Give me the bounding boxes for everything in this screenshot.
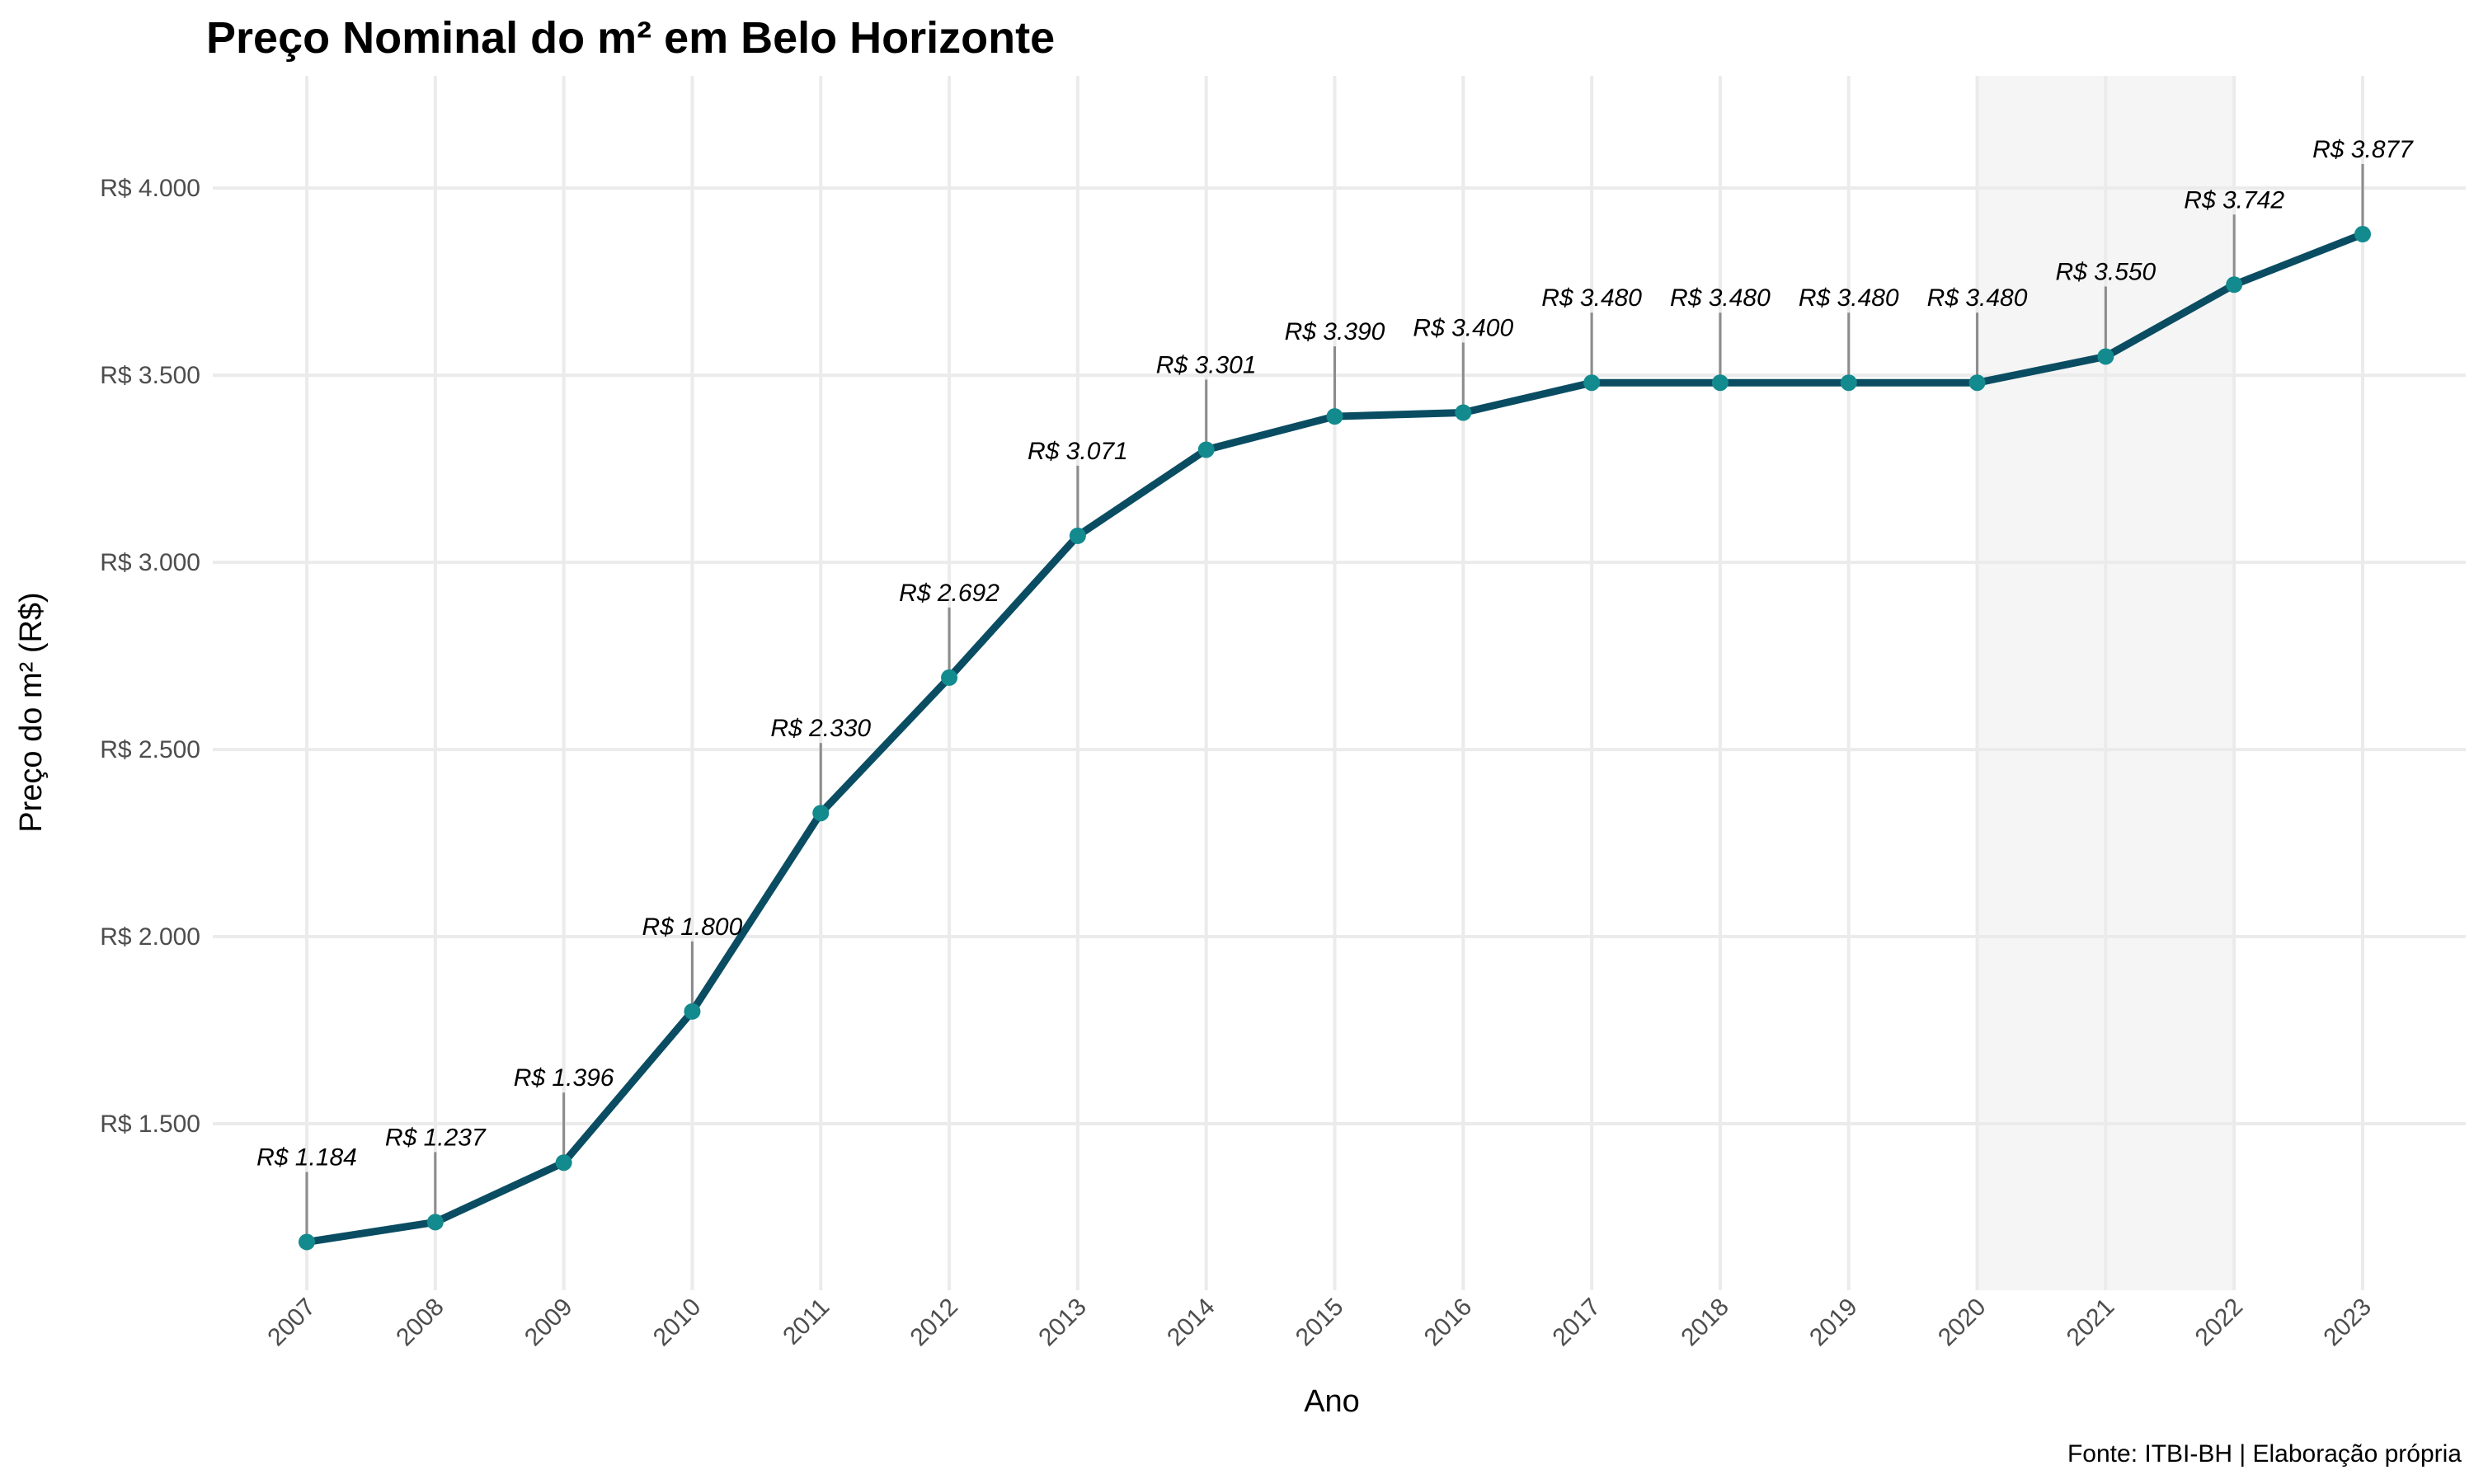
- x-tick-label: 2015: [1291, 1294, 1349, 1352]
- data-point: [426, 1214, 444, 1231]
- data-label: R$ 1.800: [642, 913, 743, 941]
- data-point: [1197, 441, 1215, 458]
- data-point: [299, 1233, 315, 1251]
- data-point: [1583, 374, 1601, 392]
- data-point: [1326, 408, 1343, 425]
- data-label: R$ 2.692: [899, 580, 999, 607]
- data-point: [812, 805, 830, 822]
- y-axis-title: Preço do m² (R$): [14, 592, 49, 832]
- x-tick-label: 2018: [1676, 1294, 1734, 1352]
- data-point: [2226, 276, 2243, 294]
- data-label: R$ 3.390: [1285, 318, 1385, 345]
- x-tick-label: 2021: [2062, 1294, 2120, 1352]
- data-label: R$ 3.480: [1541, 284, 1642, 312]
- x-tick-label: 2010: [648, 1294, 707, 1352]
- y-tick-label: R$ 3.500: [100, 362, 200, 389]
- data-label: R$ 1.396: [514, 1064, 614, 1092]
- data-label: R$ 3.480: [1799, 284, 1899, 312]
- data-label: R$ 3.071: [1028, 438, 1128, 465]
- x-tick-label: 2008: [391, 1294, 449, 1352]
- data-point: [2097, 348, 2114, 365]
- data-point: [1968, 374, 1986, 392]
- x-tick-label: 2009: [520, 1294, 578, 1352]
- x-tick-label: 2022: [2190, 1294, 2249, 1352]
- y-tick-label: R$ 4.000: [100, 175, 200, 202]
- x-tick-label: 2011: [778, 1294, 835, 1350]
- data-label: R$ 3.742: [2184, 186, 2284, 214]
- data-point: [2354, 226, 2371, 243]
- y-tick-label: R$ 2.000: [100, 923, 200, 951]
- y-tick-label: R$ 2.500: [100, 736, 200, 763]
- y-tick-label: R$ 3.000: [100, 549, 200, 576]
- data-label: R$ 3.480: [1927, 284, 2028, 312]
- x-tick-label: 2007: [262, 1294, 321, 1352]
- x-tick-label: 2020: [1933, 1294, 1992, 1352]
- plot-area: R$ 1.500 R$ 2.000 R$ 2.500 R$ 3.000 R$ 3.500…: [100, 76, 2466, 1351]
- x-tick-label: 2019: [1804, 1294, 1863, 1352]
- y-tick-label: R$ 1.500: [100, 1111, 200, 1138]
- x-tick-label: 2023: [2318, 1294, 2377, 1352]
- chart-title: Preço Nominal do m² em Belo Horizonte: [206, 13, 1055, 63]
- data-point: [555, 1154, 572, 1172]
- data-point: [1711, 374, 1729, 392]
- x-tick-label: 2014: [1162, 1294, 1221, 1352]
- x-tick-label: 2016: [1419, 1294, 1478, 1352]
- data-label: R$ 2.330: [770, 715, 871, 742]
- data-point: [941, 669, 958, 686]
- data-label: R$ 1.184: [256, 1144, 357, 1171]
- data-point: [684, 1003, 701, 1020]
- data-label: R$ 3.480: [1670, 284, 1771, 312]
- data-label: R$ 3.400: [1413, 315, 1513, 342]
- data-label: R$ 3.550: [2055, 258, 2156, 285]
- x-tick-label: 2013: [1033, 1294, 1092, 1352]
- data-point: [1455, 404, 1472, 421]
- data-point: [1069, 527, 1086, 544]
- data-label: R$ 1.237: [385, 1124, 487, 1151]
- x-tick-label: 2017: [1548, 1294, 1606, 1352]
- data-point: [1840, 374, 1857, 392]
- chart-caption: Fonte: ITBI-BH | Elaboração própria: [2067, 1440, 2462, 1468]
- x-tick-label: 2012: [905, 1294, 963, 1352]
- data-label: R$ 3.301: [1156, 351, 1257, 378]
- data-label: R$ 3.877: [2312, 136, 2414, 163]
- x-axis-title: Ano: [1304, 1384, 1360, 1419]
